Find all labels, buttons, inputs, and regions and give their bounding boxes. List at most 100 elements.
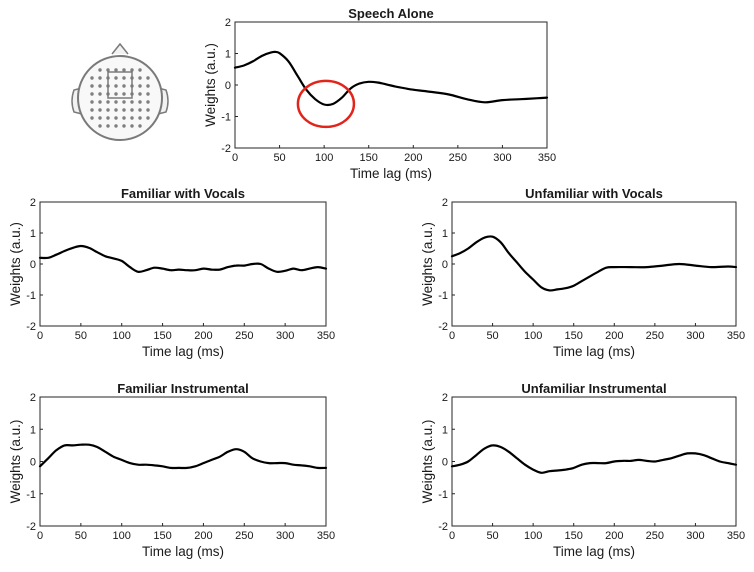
electrode-dots xyxy=(90,68,150,128)
electrode-dot xyxy=(122,84,126,88)
x-tick-label: 0 xyxy=(37,330,43,342)
y-tick-label: -2 xyxy=(221,143,231,155)
electrode-dot xyxy=(130,68,134,72)
electrode-dot xyxy=(114,68,118,72)
y-tick-label: 0 xyxy=(225,80,231,92)
x-tick-label: 250 xyxy=(235,330,253,342)
y-tick-label: 0 xyxy=(442,259,448,271)
electrode-dot xyxy=(106,124,110,128)
chart-title: Familiar with Vocals xyxy=(121,186,245,201)
electrode-dot xyxy=(122,68,126,72)
y-tick-label: 2 xyxy=(30,197,36,209)
y-tick-label: 0 xyxy=(442,457,448,469)
electrode-dot xyxy=(122,116,126,120)
electrode-dot xyxy=(138,84,142,88)
electrode-dot xyxy=(98,116,102,120)
x-tick-label: 0 xyxy=(449,330,455,342)
y-tick-label: -2 xyxy=(438,321,448,333)
y-tick-label: 2 xyxy=(442,392,448,404)
y-tick-label: 1 xyxy=(442,424,448,436)
y-tick-label: 0 xyxy=(30,457,36,469)
electrode-dot xyxy=(106,100,110,104)
x-tick-label: 300 xyxy=(276,530,294,542)
y-tick-label: 1 xyxy=(30,424,36,436)
x-tick-label: 200 xyxy=(194,330,212,342)
x-tick-label: 200 xyxy=(404,152,422,164)
y-tick-label: -2 xyxy=(26,321,36,333)
y-tick-label: 2 xyxy=(442,197,448,209)
electrode-dot xyxy=(98,124,102,128)
electrode-dot xyxy=(98,68,102,72)
electrode-dot xyxy=(138,68,142,72)
electrode-dot xyxy=(146,92,150,96)
x-tick-label: 0 xyxy=(449,530,455,542)
electrode-dot xyxy=(98,100,102,104)
y-tick-label: -2 xyxy=(26,521,36,533)
electrode-dot xyxy=(106,116,110,120)
x-tick-label: 150 xyxy=(153,330,171,342)
x-axis-label: Time lag (ms) xyxy=(350,166,432,181)
x-tick-label: 100 xyxy=(315,152,333,164)
y-axis-label: Weights (a.u.) xyxy=(8,420,23,504)
electrode-dot xyxy=(98,108,102,112)
x-tick-label: 100 xyxy=(113,330,131,342)
y-tick-label: 1 xyxy=(225,49,231,61)
x-tick-label: 350 xyxy=(727,530,745,542)
x-tick-label: 300 xyxy=(276,330,294,342)
electrode-dot xyxy=(106,108,110,112)
trf-weights-line xyxy=(450,444,738,474)
x-tick-label: 250 xyxy=(449,152,467,164)
x-tick-label: 200 xyxy=(194,530,212,542)
electrode-dot xyxy=(138,116,142,120)
x-tick-label: 150 xyxy=(565,530,583,542)
x-tick-label: 350 xyxy=(538,152,556,164)
y-axis-label: Weights (a.u.) xyxy=(203,43,218,127)
electrode-dot xyxy=(114,100,118,104)
electrode-dot xyxy=(90,92,94,96)
x-tick-label: 300 xyxy=(493,152,511,164)
axes-frame xyxy=(39,396,327,527)
electrode-dot xyxy=(130,116,134,120)
electrode-dot xyxy=(138,76,142,80)
electrode-dot xyxy=(90,100,94,104)
x-tick-label: 150 xyxy=(360,152,378,164)
electrode-dot xyxy=(146,76,150,80)
electrode-dot xyxy=(122,124,126,128)
x-tick-label: 300 xyxy=(686,330,704,342)
electrode-dot xyxy=(98,92,102,96)
y-axis-label: Weights (a.u.) xyxy=(8,222,23,306)
electrode-dot xyxy=(114,76,118,80)
panel-speech-alone: Speech Alone 0 50 100 150 200 250 300 350 2 1 0 -1 -2… xyxy=(203,6,556,181)
chart-title: Speech Alone xyxy=(348,6,433,21)
chart-title: Familiar Instrumental xyxy=(117,381,248,396)
x-tick-label: 200 xyxy=(605,530,623,542)
electrode-dot xyxy=(122,76,126,80)
x-tick-label: 50 xyxy=(486,330,498,342)
electrode-dot xyxy=(138,100,142,104)
electrode-dot xyxy=(146,116,150,120)
y-tick-label: -1 xyxy=(26,290,36,302)
y-tick-label: -1 xyxy=(438,290,448,302)
electrode-dot xyxy=(138,92,142,96)
y-tick-label: 2 xyxy=(225,17,231,29)
x-tick-label: 350 xyxy=(317,330,335,342)
x-axis-label: Time lag (ms) xyxy=(553,344,635,359)
y-tick-label: 1 xyxy=(442,228,448,240)
electrode-dot xyxy=(130,108,134,112)
y-tick-label: -1 xyxy=(221,112,231,124)
axes-frame xyxy=(451,201,737,327)
trf-weights-line xyxy=(38,244,328,274)
electrode-dot xyxy=(122,92,126,96)
y-tick-label: -1 xyxy=(26,489,36,501)
electrode-dot xyxy=(114,116,118,120)
electrode-dot xyxy=(90,116,94,120)
electrode-dot xyxy=(146,108,150,112)
electrode-dot xyxy=(114,84,118,88)
chart-title: Unfamiliar with Vocals xyxy=(525,186,663,201)
x-tick-label: 150 xyxy=(153,530,171,542)
x-tick-label: 100 xyxy=(524,530,542,542)
x-axis-label: Time lag (ms) xyxy=(142,544,224,559)
panel-familiar-instrumental: Familiar Instrumental 0 50 100 150 200 250 300 3… xyxy=(8,381,335,559)
y-tick-label: 2 xyxy=(30,392,36,404)
